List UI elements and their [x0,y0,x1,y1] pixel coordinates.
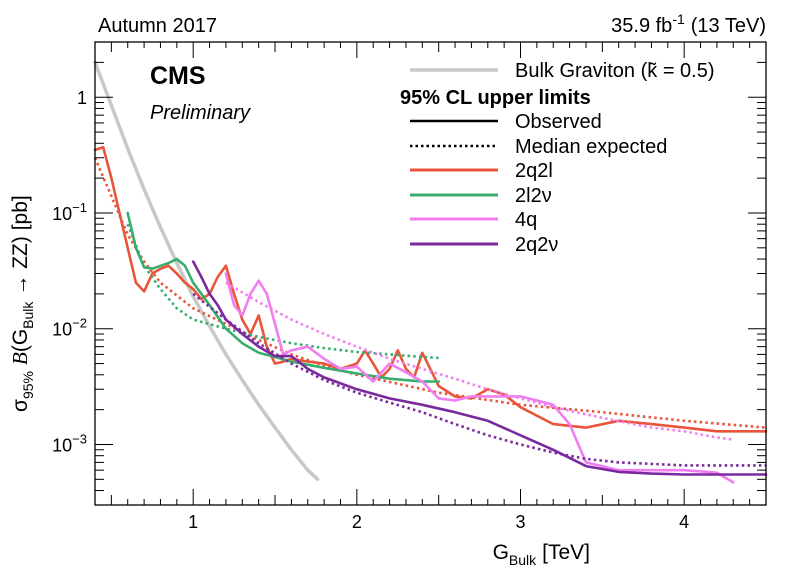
x-tick-label: 3 [516,512,526,532]
legend-expected-label: Median expected [515,136,667,158]
legend-4q-label: 4q [515,209,537,231]
series-4q-expected [225,281,734,441]
cms-label: CMS [150,62,206,90]
series-2q2nu-expected [192,292,766,467]
legend-2l2nu-label: 2l2ν [515,185,552,207]
series-2l2nu-observed [126,211,441,383]
x-tick-label: 1 [188,512,198,532]
x-tick-label: 4 [679,512,689,532]
legend-2q2nu-label: 2q2ν [515,234,558,256]
theory-curve [93,60,320,482]
x-tick-label: 2 [352,512,362,532]
series-2l2nu-expected [126,223,439,360]
legend-theory-label: Bulk Graviton (k̃ = 0.5) [515,60,715,82]
tick-labels: 1 2 3 4 1 10−1 10−2 10−3 [52,88,689,532]
legend-header: 95% CL upper limits [400,87,591,109]
preliminary-label: Preliminary [150,102,251,124]
y-axis-title: σ95%B(GBulk→ ZZ) [pb] [8,195,36,412]
legend: Bulk Graviton (k̃ = 0.5) 95% CL upper li… [400,60,715,256]
legend-2q2l-label: 2q2l [515,160,553,182]
y-tick-label: 10−2 [52,316,87,340]
y-tick-label: 10−1 [52,200,87,224]
axis-ticks [95,41,767,506]
series-4q-observed [224,272,735,484]
plot-lines [93,60,768,484]
series-2q2nu-observed [191,260,768,476]
y-tick-label: 10−3 [52,431,87,455]
period-label: Autumn 2017 [98,15,217,37]
legend-observed-label: Observed [515,111,602,133]
lumi-label: 35.9 fb-1 (13 TeV) [611,11,766,37]
x-axis-title: GBulk [TeV] [493,541,590,568]
y-tick-label: 1 [77,88,87,108]
